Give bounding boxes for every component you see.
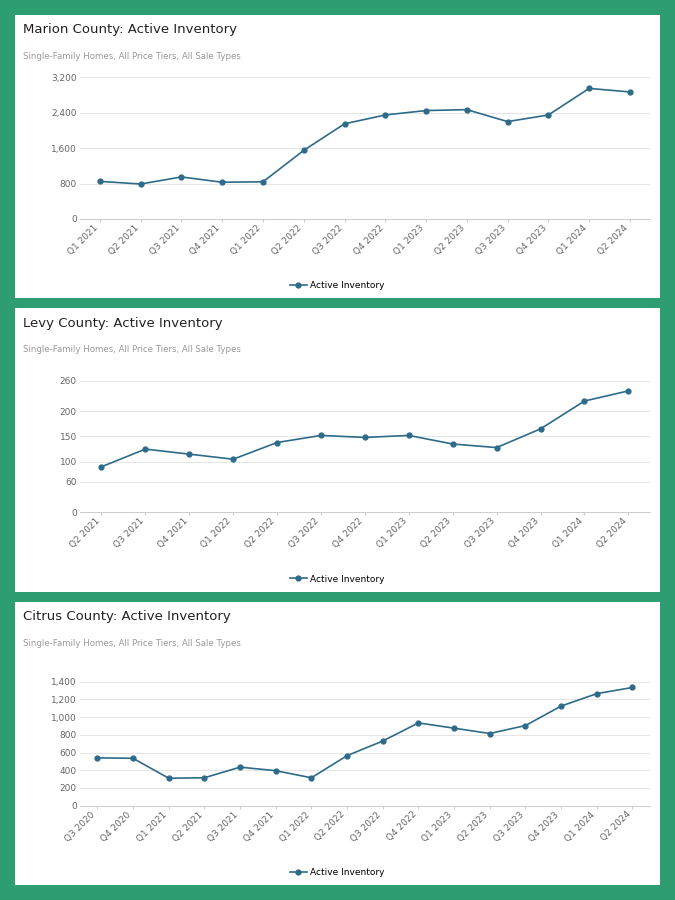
Text: Single-Family Homes, All Price Tiers, All Sale Types: Single-Family Homes, All Price Tiers, Al… (23, 346, 240, 355)
Text: Levy County: Active Inventory: Levy County: Active Inventory (23, 317, 222, 329)
Legend: Active Inventory: Active Inventory (287, 277, 388, 293)
Text: Single-Family Homes, All Price Tiers, All Sale Types: Single-Family Homes, All Price Tiers, Al… (23, 638, 240, 647)
Text: Marion County: Active Inventory: Marion County: Active Inventory (23, 23, 237, 37)
Legend: Active Inventory: Active Inventory (287, 571, 388, 587)
Legend: Active Inventory: Active Inventory (287, 864, 388, 880)
Text: Single-Family Homes, All Price Tiers, All Sale Types: Single-Family Homes, All Price Tiers, Al… (23, 52, 240, 61)
Text: Citrus County: Active Inventory: Citrus County: Active Inventory (23, 610, 230, 623)
